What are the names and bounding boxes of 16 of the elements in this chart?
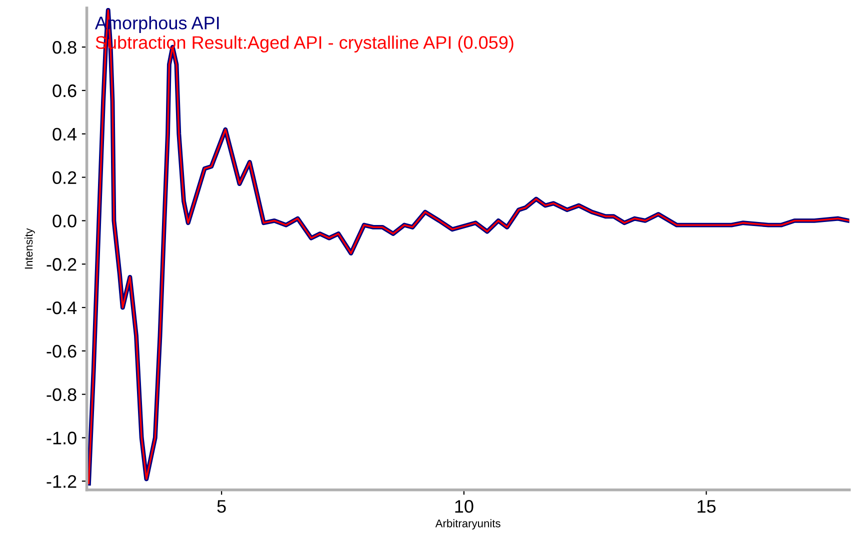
y-tick-label: 0.0 bbox=[52, 214, 76, 228]
y-tick-label: 0.2 bbox=[52, 171, 76, 184]
x-tick-label: 15 bbox=[698, 500, 716, 513]
x-tick-label: 5 bbox=[217, 500, 226, 513]
x-axis-title: Arbitraryunits bbox=[435, 519, 500, 530]
y-tick-label: -0.2 bbox=[46, 258, 76, 271]
x-tick-label: 10 bbox=[455, 500, 474, 513]
y-tick-label: -0.4 bbox=[46, 301, 77, 314]
y-tick-label: -0.8 bbox=[46, 388, 76, 402]
y-tick-label: 0.6 bbox=[52, 84, 76, 98]
y-tick-label: -1.0 bbox=[46, 432, 76, 444]
y-tick-label: -0.6 bbox=[46, 344, 76, 358]
y-tick-label: -1.2 bbox=[46, 475, 76, 488]
y-tick-label: 0.4 bbox=[52, 128, 77, 141]
y-axis-title: Intensity bbox=[24, 228, 35, 269]
y-tick-label: 0.8 bbox=[52, 40, 76, 54]
